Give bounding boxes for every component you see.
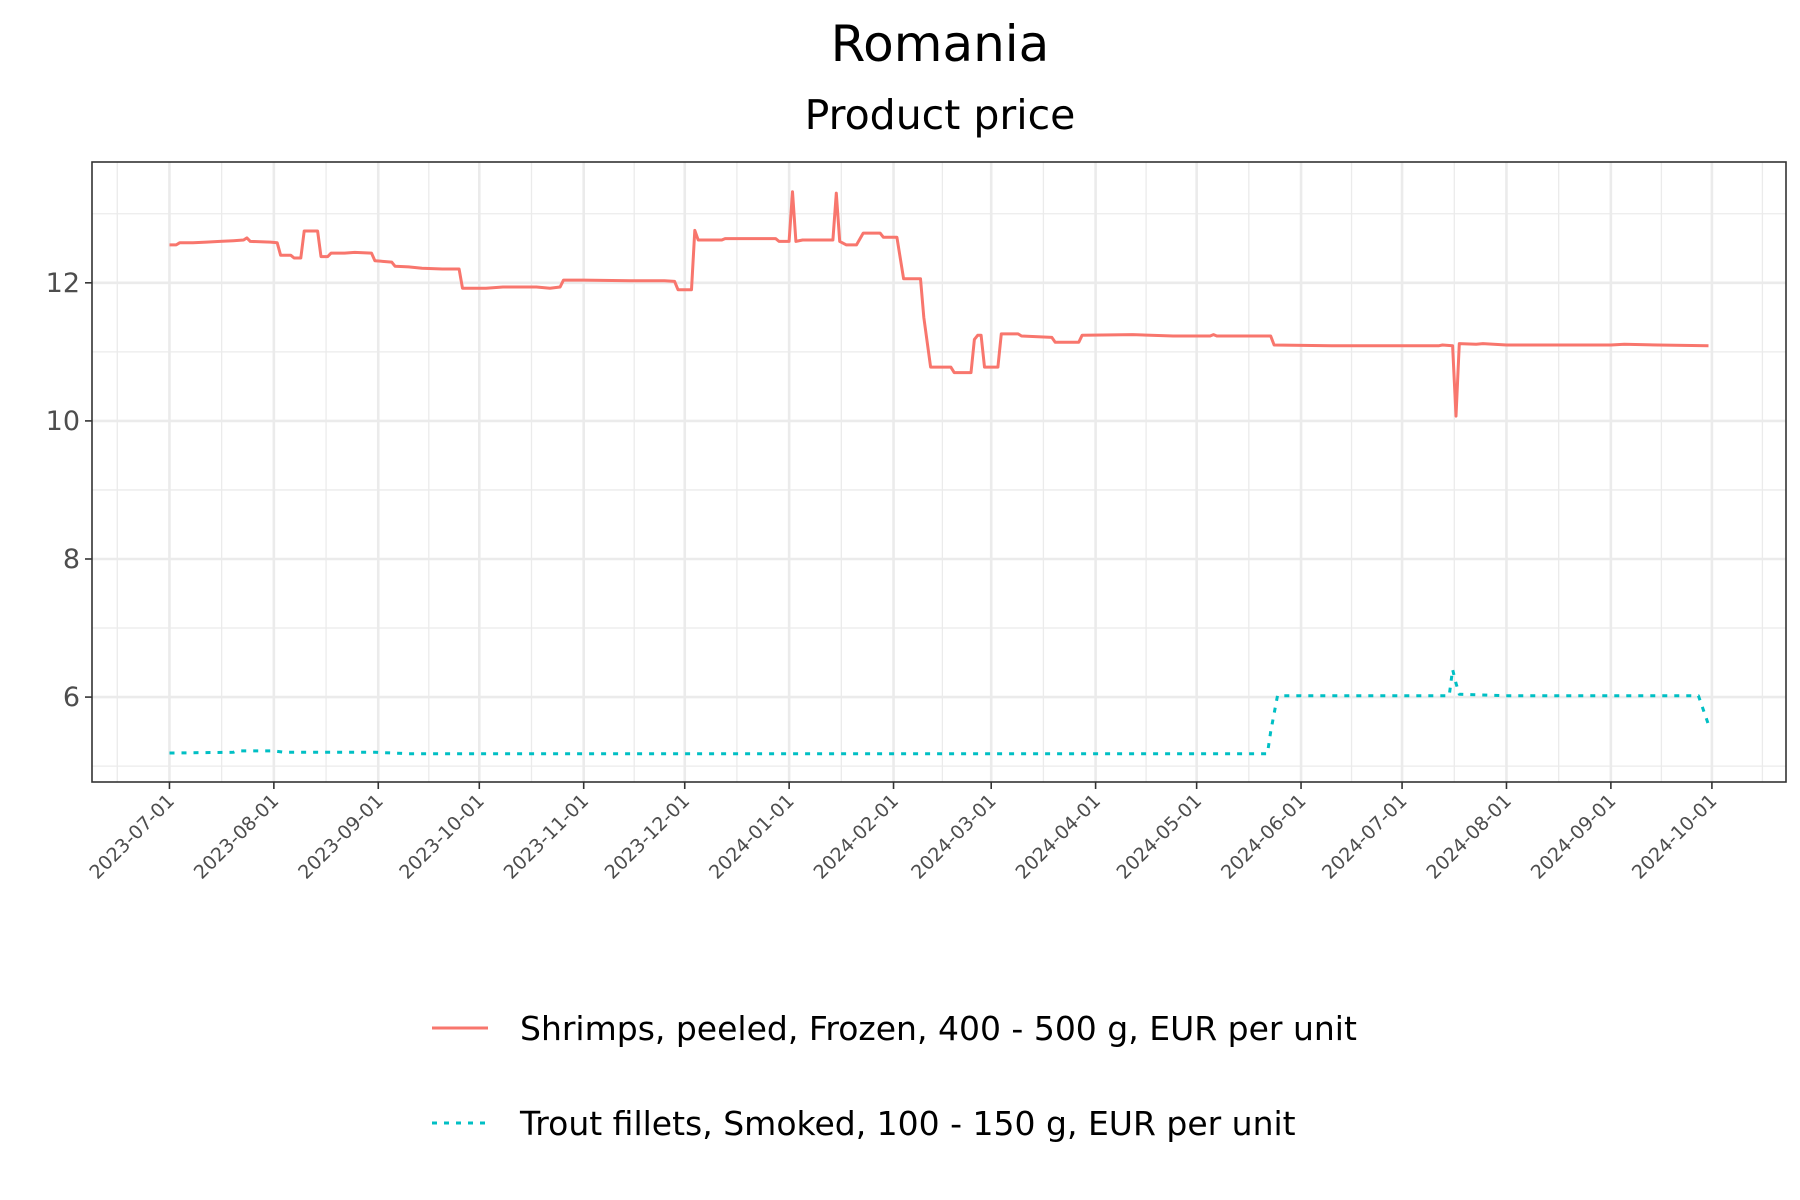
x-tick-label: 2023-11-01 — [500, 790, 594, 884]
chart-title: Romania — [831, 15, 1050, 73]
series-line-trout — [169, 668, 1710, 756]
y-tick-label: 6 — [63, 682, 80, 713]
x-tick-label: 2024-02-01 — [809, 790, 903, 884]
x-axis: 2023-07-01 2023-08-01 2023-09-01 2023-10-01… — [85, 782, 1721, 884]
legend-label-shrimps: Shrimps, peeled, Frozen, 400 - 500 g, EU… — [520, 1009, 1357, 1048]
x-tick-label: 2023-08-01 — [190, 790, 284, 884]
x-tick-label: 2024-03-01 — [907, 790, 1001, 884]
y-tick-label: 8 — [63, 544, 80, 575]
plot-panel-border — [91, 161, 1787, 783]
chart-subtitle: Product price — [805, 91, 1076, 139]
x-tick-label: 2024-04-01 — [1012, 790, 1106, 884]
x-tick-label: 2024-05-01 — [1113, 790, 1207, 884]
series-lines — [169, 190, 1710, 756]
x-tick-label: 2024-08-01 — [1422, 790, 1516, 884]
x-tick-label: 2024-09-01 — [1527, 790, 1621, 884]
grid — [92, 162, 1786, 782]
legend: Shrimps, peeled, Frozen, 400 - 500 g, EU… — [432, 1009, 1357, 1143]
x-tick-label: 2024-10-01 — [1628, 790, 1722, 884]
x-tick-label: 2023-12-01 — [601, 790, 695, 884]
y-tick-label: 12 — [46, 268, 80, 299]
x-tick-label: 2023-07-01 — [85, 790, 179, 884]
y-tick-label: 10 — [46, 406, 80, 437]
y-axis: 6 8 10 12 — [46, 268, 92, 713]
x-tick-label: 2023-10-01 — [395, 790, 489, 884]
x-tick-label: 2024-07-01 — [1318, 790, 1412, 884]
x-tick-label: 2024-01-01 — [705, 790, 799, 884]
series-line-shrimps — [169, 190, 1709, 418]
x-tick-label: 2023-09-01 — [294, 790, 388, 884]
x-tick-label: 2024-06-01 — [1217, 790, 1311, 884]
legend-label-trout: Trout fillets, Smoked, 100 - 150 g, EUR … — [519, 1104, 1296, 1143]
